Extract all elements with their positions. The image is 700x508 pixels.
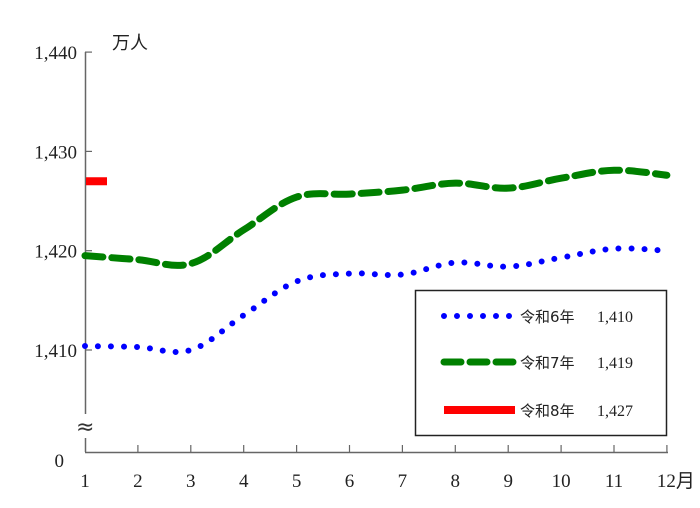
x-tick-label: 3	[186, 471, 196, 492]
legend-value: 1,419	[597, 355, 633, 372]
series-line-2	[81, 166, 671, 269]
x-tick-label: 12月	[657, 471, 695, 492]
axis-break-icon: ≈	[76, 415, 94, 440]
legend-label: 令和8年	[520, 402, 575, 420]
series-line-1	[82, 245, 670, 356]
x-tick-label: 2	[133, 471, 143, 492]
x-tick-label: 6	[345, 471, 355, 492]
x-tick-label: 9	[503, 471, 513, 492]
x-tick-label: 4	[239, 471, 249, 492]
x-tick-label: 7	[398, 471, 408, 492]
y-ticks: 1,440 1,430 1,420 1,410 0	[34, 43, 92, 472]
legend: 令和6年 1,410 令和7年 1,419 令和8年 1,427	[414, 289, 668, 437]
y-tick-label: 1,430	[34, 142, 77, 163]
y-tick-label: 1,440	[34, 43, 77, 64]
legend-value: 1,410	[597, 309, 633, 326]
y-tick-label: 1,410	[34, 341, 77, 362]
y-unit-label: 万人	[112, 33, 148, 54]
series-lines	[81, 166, 671, 356]
y-tick-label: 0	[55, 451, 65, 472]
x-tick-label: 8	[451, 471, 461, 492]
x-tick-label: 11	[605, 471, 623, 492]
x-tick-label: 1	[80, 471, 90, 492]
x-tick-label: 5	[292, 471, 302, 492]
y-tick-label: 1,420	[34, 242, 77, 263]
legend-value: 1,427	[597, 403, 633, 420]
legend-label: 令和6年	[520, 308, 575, 326]
x-tick-label: 10	[552, 471, 571, 492]
x-ticks: 1 2 3 4 5 6 7 8 9 10 11 12月	[80, 445, 695, 492]
legend-label: 令和7年	[520, 354, 575, 372]
